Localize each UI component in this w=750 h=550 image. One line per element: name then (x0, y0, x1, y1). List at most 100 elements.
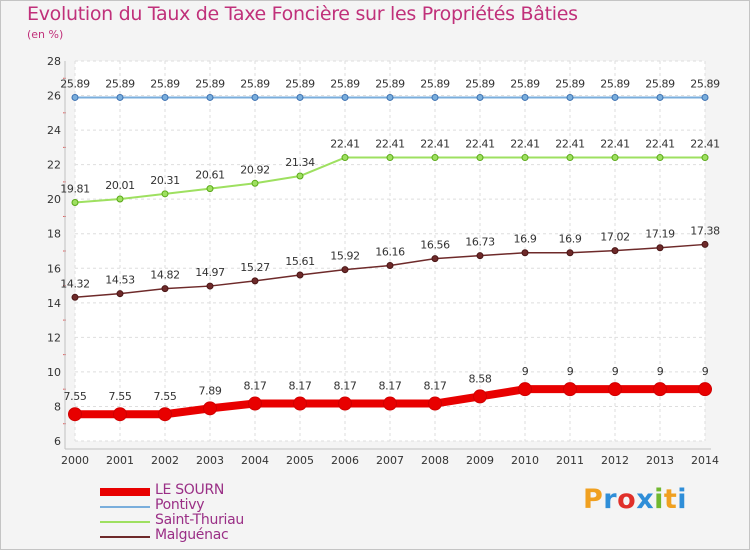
data-label-malguenac: 16.16 (375, 246, 405, 259)
x-tick-label: 2006 (331, 454, 359, 467)
data-point-malguenac (116, 290, 124, 298)
data-label-pontivy: 25.89 (285, 77, 315, 90)
logo-letter: r (603, 484, 618, 515)
data-point-saint-thuriau (116, 195, 124, 203)
x-tick-label: 2008 (421, 454, 449, 467)
data-point-pontivy (701, 93, 709, 101)
logo-letter: t (663, 484, 678, 515)
data-point-saint-thuriau (251, 179, 259, 187)
data-label-pontivy: 25.89 (195, 77, 225, 90)
data-point-malguenac (611, 247, 619, 255)
x-tick-label: 2010 (511, 454, 539, 467)
y-tick-label: 18 (47, 228, 61, 241)
data-label-le-sourn: 7.55 (109, 390, 132, 403)
data-point-le-sourn (563, 382, 577, 397)
data-point-pontivy (476, 93, 484, 101)
data-label-le-sourn: 8.17 (289, 380, 312, 393)
data-point-pontivy (161, 93, 169, 101)
data-label-le-sourn: 8.58 (469, 372, 492, 385)
y-tick-label: 26 (47, 90, 61, 103)
data-point-malguenac (701, 240, 709, 248)
data-label-pontivy: 25.89 (240, 77, 270, 90)
data-label-le-sourn: 7.55 (64, 390, 87, 403)
data-point-malguenac (161, 285, 169, 293)
y-tick-label: 12 (47, 331, 61, 344)
data-point-saint-thuriau (71, 198, 79, 206)
data-label-malguenac: 14.97 (195, 266, 225, 279)
data-point-le-sourn (293, 396, 307, 411)
logo-letter: i (654, 484, 664, 515)
data-label-le-sourn: 9 (657, 365, 664, 378)
data-label-saint-thuriau: 20.92 (240, 163, 270, 176)
data-point-le-sourn (203, 401, 217, 416)
y-tick-label: 24 (47, 124, 61, 137)
logo-letter: P (583, 484, 604, 515)
proxiti-logo: Proxiti (583, 484, 687, 515)
x-tick-label: 2003 (196, 454, 224, 467)
legend-label-pontivy: Pontivy (155, 497, 205, 513)
data-point-le-sourn (473, 389, 487, 404)
data-label-malguenac: 17.02 (600, 231, 630, 244)
data-point-le-sourn (608, 382, 622, 397)
data-point-malguenac (296, 271, 304, 279)
data-label-le-sourn: 9 (702, 365, 709, 378)
data-point-pontivy (251, 93, 259, 101)
unit-label: (en %) (27, 28, 64, 41)
data-point-pontivy (656, 93, 664, 101)
legend-label-saint-thuriau: Saint-Thuriau (155, 512, 244, 528)
data-point-le-sourn (248, 396, 262, 411)
data-point-saint-thuriau (206, 185, 214, 193)
data-label-saint-thuriau: 22.41 (330, 138, 360, 151)
x-tick-label: 2004 (241, 454, 269, 467)
data-label-saint-thuriau: 22.41 (645, 138, 675, 151)
x-tick-label: 2007 (376, 454, 404, 467)
data-label-pontivy: 25.89 (375, 77, 405, 90)
data-label-malguenac: 15.61 (285, 255, 315, 268)
data-label-pontivy: 25.89 (60, 77, 90, 90)
data-point-malguenac (206, 282, 214, 290)
data-point-saint-thuriau (431, 154, 439, 162)
data-point-saint-thuriau (296, 172, 304, 180)
y-tick-label: 8 (54, 400, 61, 413)
legend-label-le-sourn: LE SOURN (155, 482, 225, 498)
data-label-le-sourn: 9 (612, 365, 619, 378)
data-label-saint-thuriau: 20.61 (195, 169, 225, 182)
data-label-pontivy: 25.89 (690, 77, 720, 90)
data-label-le-sourn: 8.17 (244, 380, 267, 393)
data-point-pontivy (611, 93, 619, 101)
x-tick-label: 2011 (556, 454, 584, 467)
data-label-malguenac: 16.56 (420, 239, 450, 252)
data-label-malguenac: 17.19 (645, 228, 675, 241)
data-label-saint-thuriau: 19.81 (60, 182, 90, 195)
data-label-pontivy: 25.89 (420, 77, 450, 90)
data-point-malguenac (341, 266, 349, 274)
data-point-saint-thuriau (476, 154, 484, 162)
legend-label-malguenac: Malguénac (155, 527, 229, 543)
legend-swatch-pontivy (100, 506, 150, 508)
data-label-pontivy: 25.89 (600, 77, 630, 90)
data-label-malguenac: 15.27 (240, 261, 270, 274)
data-label-pontivy: 25.89 (465, 77, 495, 90)
data-label-le-sourn: 9 (567, 365, 574, 378)
data-point-malguenac (251, 277, 259, 285)
data-label-pontivy: 25.89 (645, 77, 675, 90)
data-point-saint-thuriau (611, 154, 619, 162)
data-label-malguenac: 14.53 (105, 274, 135, 287)
data-point-malguenac (431, 255, 439, 263)
data-label-malguenac: 16.9 (559, 233, 582, 246)
y-tick-label: 14 (47, 297, 61, 310)
data-point-pontivy (341, 93, 349, 101)
data-point-saint-thuriau (386, 154, 394, 162)
data-point-malguenac (566, 249, 574, 257)
data-label-le-sourn: 9 (522, 365, 529, 378)
data-label-le-sourn: 7.55 (154, 390, 177, 403)
x-tick-label: 2001 (106, 454, 134, 467)
y-tick-label: 10 (47, 366, 61, 379)
data-label-saint-thuriau: 22.41 (465, 138, 495, 151)
data-point-malguenac (476, 252, 484, 260)
data-point-le-sourn (158, 407, 172, 422)
data-point-pontivy (386, 93, 394, 101)
data-point-le-sourn (428, 396, 442, 411)
data-point-le-sourn (113, 407, 127, 422)
